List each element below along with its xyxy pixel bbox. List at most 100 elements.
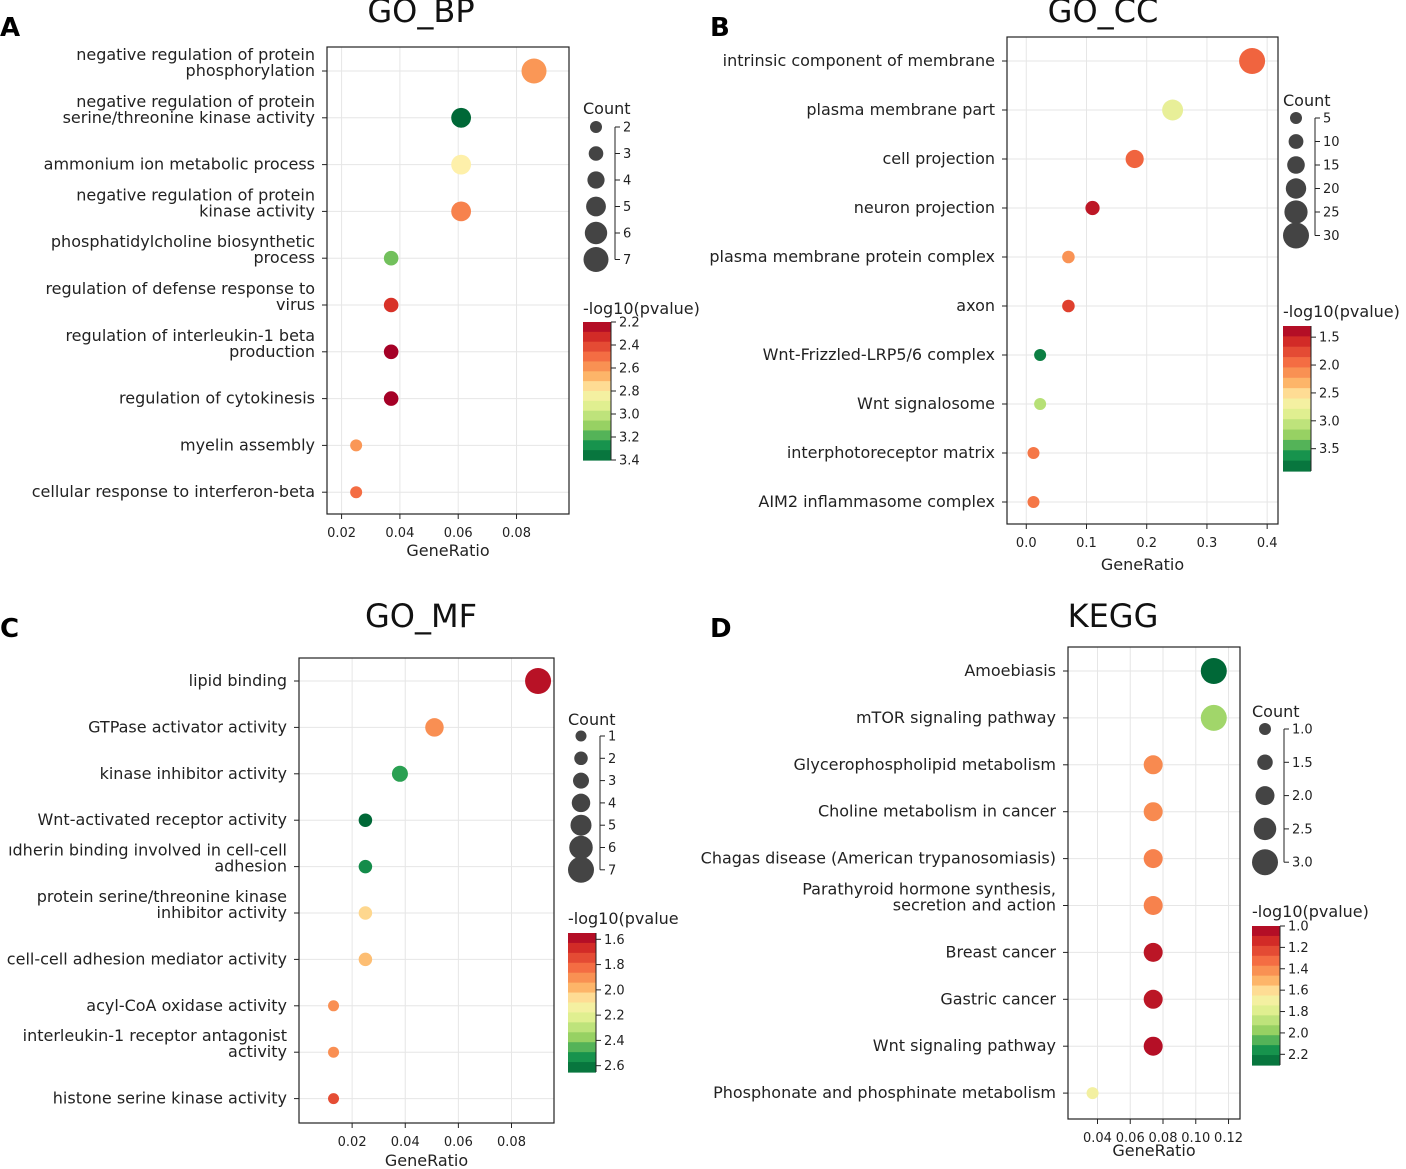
- x-axis-label: GeneRatio: [1101, 555, 1184, 574]
- y-tick-label: ıdherin binding involved in cell-cell: [8, 841, 287, 860]
- colorbar-tick-label: 1.5: [1319, 331, 1340, 346]
- colorbar-band: [568, 962, 596, 974]
- color-legend-title: -log10(pvalue): [1283, 302, 1400, 321]
- colorbar-band: [568, 992, 596, 1004]
- size-legend-label: 3: [623, 147, 631, 162]
- panel-a: A GO_BP 0.02 0.04 0.06 0.08 GeneRatio negative …: [0, 0, 700, 560]
- data-point: [451, 107, 472, 128]
- colorbar-band: [1283, 429, 1311, 441]
- y-tick-label: cell projection: [882, 149, 995, 168]
- y-tick-label: Glycerophospholipid metabolism: [794, 755, 1056, 774]
- size-legend-dot: [571, 793, 591, 813]
- y-tick-label: secretion and action: [893, 896, 1056, 915]
- x-tick-label: 0.06: [1116, 1131, 1145, 1146]
- size-legend-dot: [568, 856, 594, 883]
- colorbar-band: [568, 933, 596, 944]
- x-tick-label: 0.02: [338, 1135, 367, 1150]
- colorbar-band: [583, 440, 611, 451]
- color-legend-title: -log10(pvalue): [1252, 902, 1369, 921]
- data-point: [328, 1000, 340, 1012]
- colorbar-band: [1252, 926, 1280, 937]
- y-tick-label: virus: [276, 295, 315, 314]
- y-tick-label: acyl-CoA oxidase activity: [86, 996, 287, 1015]
- y-tick-label: Amoebiasis: [964, 661, 1056, 680]
- size-legend-label: 3: [608, 774, 616, 789]
- colorbar-tick-label: 2.4: [604, 1034, 625, 1049]
- y-tick-label: negative regulation of protein: [76, 45, 315, 64]
- colorbar-band: [583, 351, 611, 363]
- y-tick-label: negative regulation of protein: [76, 185, 315, 204]
- size-legend-label: 2.0: [1292, 789, 1313, 804]
- colorbar-band: [1252, 1025, 1280, 1036]
- gridlines: [1007, 37, 1278, 524]
- y-tick-label: axon: [956, 296, 995, 315]
- colorbar-band: [583, 331, 611, 343]
- data-point: [328, 1046, 340, 1058]
- color-legend-title: -log10(pvalue): [583, 299, 700, 318]
- colorbar-band: [583, 322, 611, 333]
- x-tick-label: 0.04: [391, 1135, 420, 1150]
- colorbar-band: [1252, 1045, 1280, 1056]
- colorbar-band: [1252, 975, 1280, 987]
- colorbar-band: [583, 420, 611, 432]
- y-tick-label: intrinsic component of membrane: [723, 51, 995, 70]
- colorbar-tick-label: 1.0: [1288, 920, 1309, 935]
- size-legend-label: 3.0: [1292, 856, 1313, 871]
- colorbar-band: [1252, 1015, 1280, 1026]
- colorbar-tick-label: 2.2: [604, 1009, 625, 1024]
- color-legend-title: -log10(pvalue: [568, 909, 679, 928]
- data-point: [328, 1093, 340, 1105]
- data-point: [358, 813, 373, 827]
- size-legend-dot: [590, 121, 602, 133]
- chart-title: GO_CC: [1048, 0, 1159, 30]
- colorbar-band: [568, 972, 596, 984]
- size-legend-dot: [1290, 112, 1302, 124]
- colorbar-tick-label: 2.5: [1319, 386, 1340, 401]
- colorbar-band: [1283, 346, 1311, 358]
- x-axis-label: GeneRatio: [406, 541, 489, 560]
- plot-frame: [326, 46, 570, 515]
- size-legend-label: 5: [1323, 112, 1331, 127]
- colorbar-band: [568, 1032, 596, 1043]
- x-tick-label: 0.3: [1197, 536, 1218, 551]
- colorbar-band: [1252, 965, 1280, 977]
- data-point: [1239, 48, 1266, 74]
- data-point: [1125, 149, 1144, 169]
- y-tick-label: AIM2 inflammasome complex: [758, 492, 995, 511]
- size-legend-title: Count: [1283, 91, 1331, 110]
- y-tick-label: plasma membrane part: [806, 100, 995, 119]
- colorbar-band: [583, 450, 611, 461]
- size-legend-dot: [1259, 723, 1271, 735]
- colorbar-band: [1283, 408, 1311, 420]
- x-tick-label: 0.4: [1257, 536, 1278, 551]
- size-legend-label: 7: [623, 253, 631, 268]
- size-legend-label: 1: [608, 730, 616, 745]
- colorbar-tick-label: 3.0: [1319, 414, 1340, 429]
- y-tick-label: Wnt-Frizzled-LRP5/6 complex: [763, 345, 995, 364]
- x-axis-label: GeneRatio: [1112, 1141, 1195, 1160]
- data-point: [383, 391, 399, 406]
- colorbar-band: [568, 1022, 596, 1033]
- data-point: [1143, 755, 1163, 775]
- colorbar-band: [568, 1012, 596, 1023]
- size-legend-dot: [1253, 817, 1277, 841]
- y-tick-label: cell-cell adhesion mediator activity: [7, 949, 287, 968]
- data-points: [1086, 658, 1227, 1100]
- x-tick-label: 0.04: [1083, 1131, 1112, 1146]
- y-tick-label: histone serine kinase activity: [53, 1089, 287, 1108]
- y-tick-label: kinase activity: [199, 201, 315, 220]
- colorbar-band: [568, 982, 596, 994]
- size-legend-label: 1.5: [1292, 756, 1313, 771]
- colorbar-band: [1252, 995, 1280, 1007]
- y-tick-label: cellular response to interferon-beta: [32, 482, 315, 501]
- panel-letter: B: [710, 13, 730, 43]
- size-legend-label: 15: [1323, 159, 1340, 174]
- size-legend-dot: [1283, 222, 1309, 249]
- panel-c: C GO_MF 0.02 0.04 0.06 0.08 GeneRatio lipid bin…: [0, 597, 679, 1169]
- data-point: [451, 154, 472, 175]
- data-point: [1062, 299, 1075, 313]
- size-legend-dot: [1257, 754, 1273, 771]
- y-tick-label: ammonium ion metabolic process: [44, 155, 315, 174]
- colorbar-band: [1283, 450, 1311, 462]
